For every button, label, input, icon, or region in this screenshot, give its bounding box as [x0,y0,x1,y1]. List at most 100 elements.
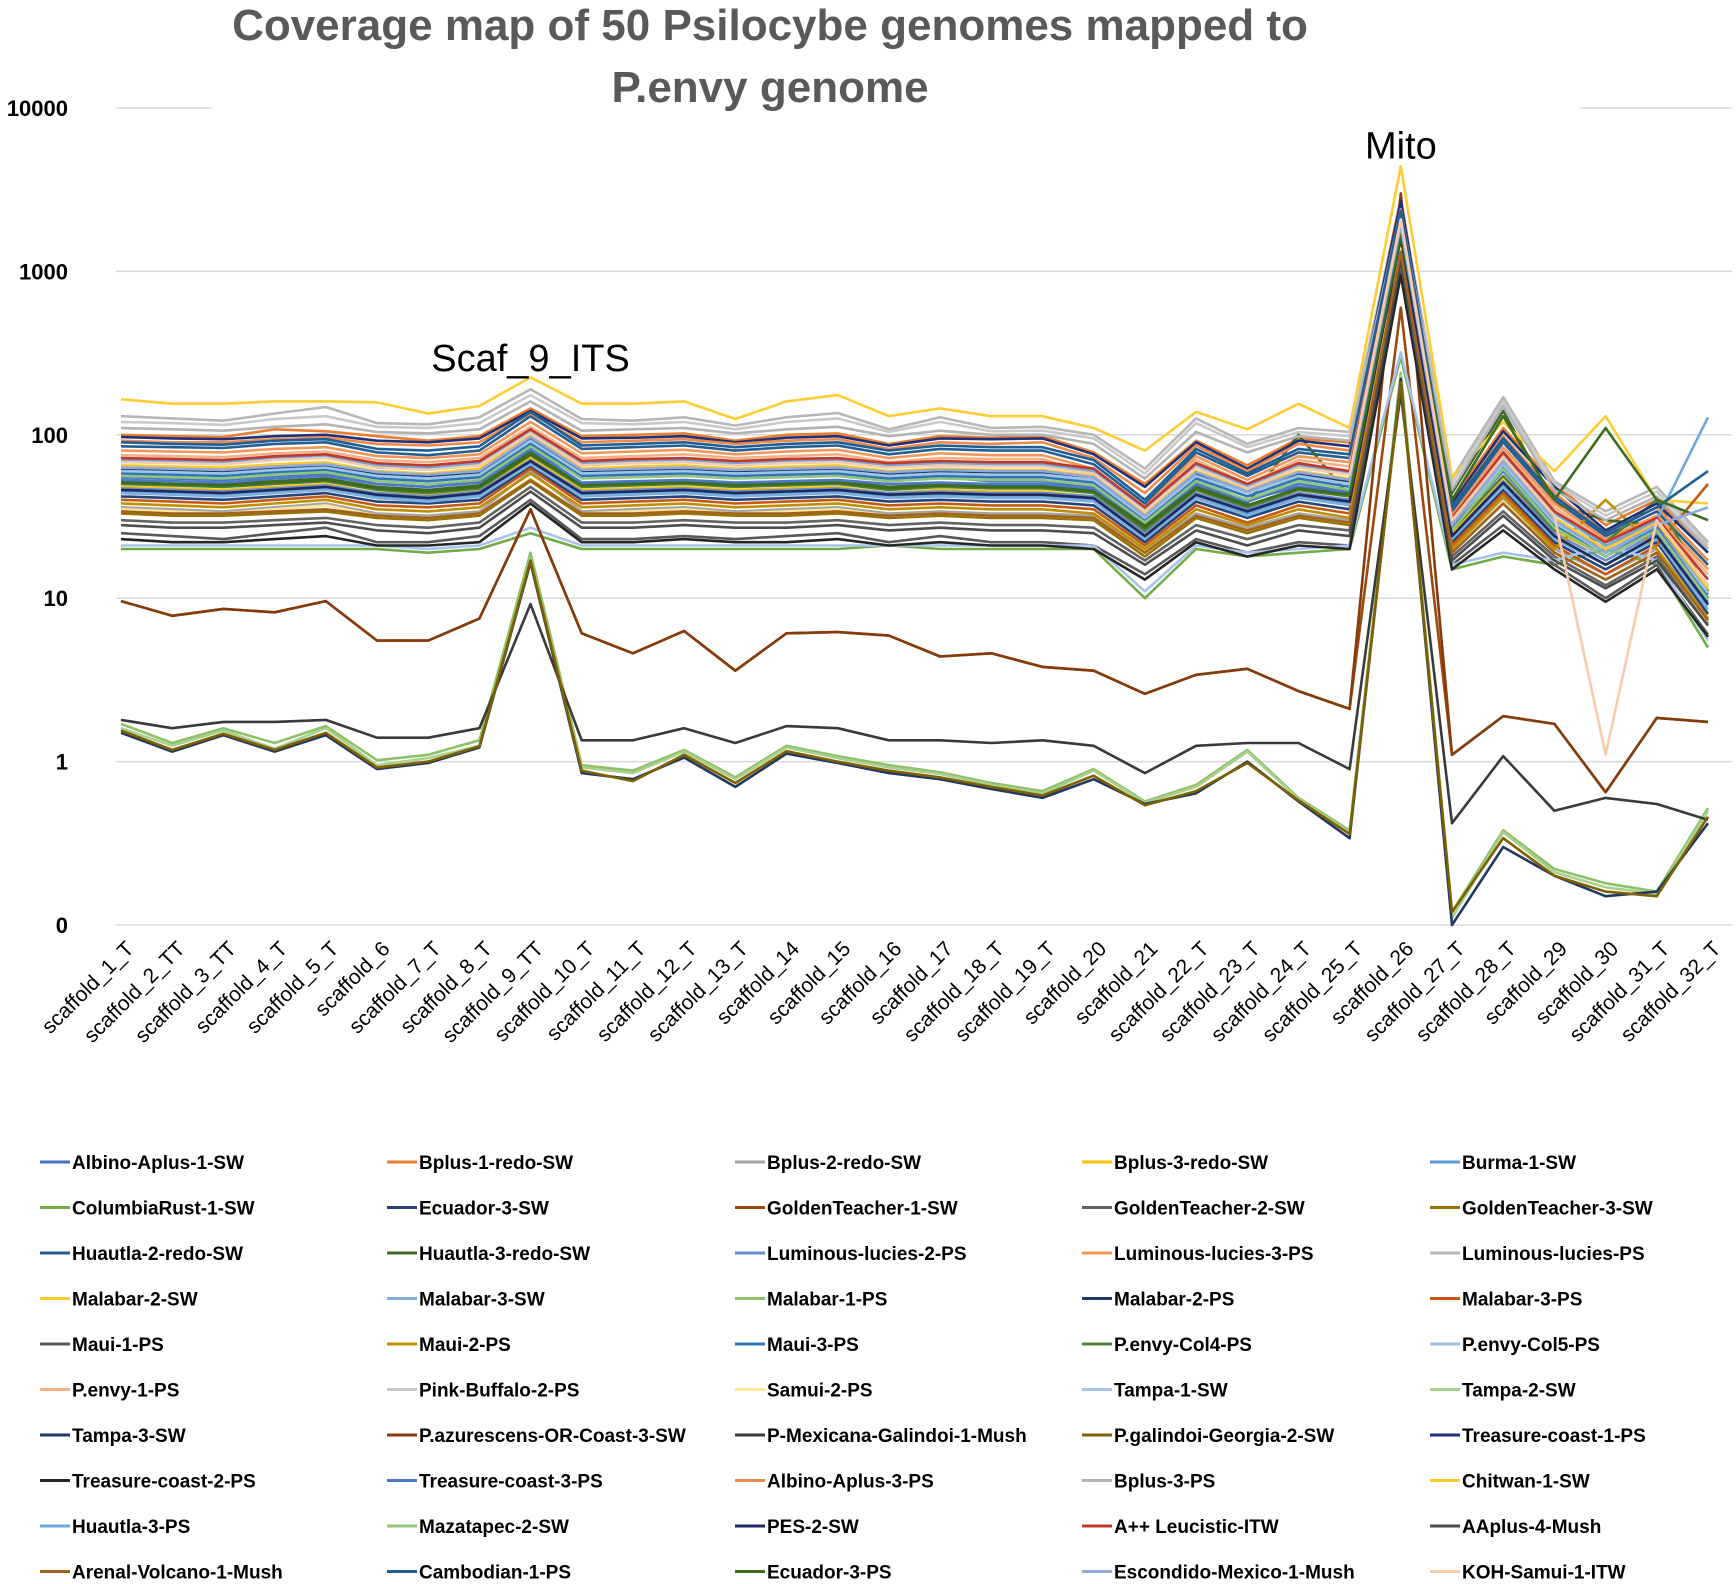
series-lines [120,165,1710,927]
legend-item: Treasure-coast-3-PS [387,1472,603,1493]
y-tick-label: 1000 [19,259,68,284]
legend-item: GoldenTeacher-1-SW [735,1199,958,1220]
y-tick-label: 100 [31,423,68,448]
legend-item: Malabar-3-SW [387,1290,545,1311]
legend-item: AAplus-4-Mush [1430,1517,1601,1538]
legend-item: Bplus-1-redo-SW [387,1153,573,1174]
legend-item: Huautla-3-PS [40,1517,190,1538]
legend-item: Albino-Aplus-3-PS [735,1472,934,1493]
legend-label: Luminous-lucies-3-PS [1114,1244,1314,1265]
legend-item: GoldenTeacher-2-SW [1082,1199,1305,1220]
legend-item: PES-2-SW [735,1517,859,1538]
legend-item: GoldenTeacher-3-SW [1430,1199,1653,1220]
legend-label: Huautla-3-redo-SW [419,1244,590,1265]
legend-label: Treasure-coast-1-PS [1462,1426,1646,1447]
legend-label: Tampa-2-SW [1462,1381,1576,1402]
series-line [120,273,1710,638]
title-backdrop [212,0,1580,115]
legend-label: Treasure-coast-2-PS [72,1472,256,1493]
legend-label: Luminous-lucies-2-PS [767,1244,967,1265]
legend-item: P-Mexicana-Galindoi-1-Mush [735,1426,1027,1447]
legend-label: P.envy-1-PS [72,1381,179,1402]
legend-label: Burma-1-SW [1462,1153,1576,1174]
legend-label: Malabar-2-SW [72,1290,198,1311]
legend-label: Ecuador-3-SW [419,1199,549,1220]
legend-label: P.envy-Col4-PS [1114,1335,1252,1356]
legend-label: Malabar-3-SW [419,1290,545,1311]
legend-label: Malabar-2-PS [1114,1290,1234,1311]
legend-label: Maui-2-PS [419,1335,511,1356]
legend-item: KOH-Samui-1-ITW [1430,1563,1626,1584]
chart-title-line-1: Coverage map of 50 Psilocybe genomes map… [232,1,1308,50]
series-line [120,380,1710,914]
legend-item: Cambodian-1-PS [387,1563,571,1584]
series-line [120,165,1709,505]
legend-item: A++ Leucistic-ITW [1082,1517,1279,1538]
legend-label: Samui-2-PS [767,1381,873,1402]
legend-label: PES-2-SW [767,1517,859,1538]
legend-label: GoldenTeacher-1-SW [767,1199,958,1220]
legend-label: Albino-Aplus-1-SW [72,1153,244,1174]
legend-label: GoldenTeacher-3-SW [1462,1199,1653,1220]
legend-label: Maui-1-PS [72,1335,164,1356]
series-line [120,192,1709,794]
legend-item: P.envy-Col4-PS [1082,1335,1252,1356]
legend-item: Escondido-Mexico-1-Mush [1082,1563,1355,1584]
legend-item: Malabar-1-PS [735,1290,887,1311]
legend-label: AAplus-4-Mush [1462,1517,1601,1538]
series-line [120,218,1710,757]
legend-item: Mazatapec-2-SW [387,1517,569,1538]
legend-item: Maui-2-PS [387,1335,511,1356]
legend-label: P.azurescens-OR-Coast-3-SW [419,1426,686,1447]
y-tick-label: 10000 [7,96,68,121]
legend-label: Chitwan-1-SW [1462,1472,1590,1493]
legend-label: KOH-Samui-1-ITW [1462,1563,1626,1584]
legend-item: Treasure-coast-2-PS [40,1472,256,1493]
legend-item: Tampa-1-SW [1082,1381,1228,1402]
legend-item: Bplus-3-redo-SW [1082,1153,1268,1174]
legend-label: Tampa-1-SW [1114,1381,1228,1402]
series-line [120,250,1710,622]
legend-item: Arenal-Volcano-1-Mush [40,1563,283,1584]
chart-title-line-2: P.envy genome [611,63,928,112]
legend-label: Mazatapec-2-SW [419,1517,569,1538]
y-tick-label: 0 [56,913,68,938]
legend-label: P.envy-Col5-PS [1462,1335,1600,1356]
legend-label: Maui-3-PS [767,1335,859,1356]
y-tick-label: 10 [44,586,68,611]
legend-item: Tampa-2-SW [1430,1381,1576,1402]
legend-item: Malabar-3-PS [1430,1290,1582,1311]
legend-item: Bplus-3-PS [1082,1472,1215,1493]
legend-item: Ecuador-3-SW [387,1199,549,1220]
legend-label: Luminous-lucies-PS [1462,1244,1645,1265]
legend-label: Huautla-3-PS [72,1517,190,1538]
y-tick-label: 1 [56,750,68,775]
series-line [120,391,1709,825]
legend-item: Chitwan-1-SW [1430,1472,1590,1493]
series-line [120,233,1709,530]
series-line [120,211,1709,550]
legend-item: Malabar-2-SW [40,1290,198,1311]
legend-item: P.envy-1-PS [40,1381,179,1402]
legend-item: Luminous-lucies-PS [1430,1244,1645,1265]
legend: Albino-Aplus-1-SW Bplus-1-redo-SW Bplus-2-… [40,1153,1653,1584]
legend-item: P.galindoi-Georgia-2-SW [1082,1426,1334,1447]
legend-label: Ecuador-3-PS [767,1563,892,1584]
legend-label: Bplus-1-redo-SW [419,1153,573,1174]
legend-item: Bplus-2-redo-SW [735,1153,921,1174]
legend-item: Luminous-lucies-2-PS [735,1244,967,1265]
legend-label: A++ Leucistic-ITW [1114,1517,1279,1538]
legend-item: P.envy-Col5-PS [1430,1335,1600,1356]
legend-label: Cambodian-1-PS [419,1563,571,1584]
legend-label: Bplus-3-redo-SW [1114,1153,1268,1174]
legend-label: Escondido-Mexico-1-Mush [1114,1563,1355,1584]
legend-label: P.galindoi-Georgia-2-SW [1114,1426,1334,1447]
legend-label: P-Mexicana-Galindoi-1-Mush [767,1426,1027,1447]
legend-label: Malabar-3-PS [1462,1290,1582,1311]
legend-item: Luminous-lucies-3-PS [1082,1244,1314,1265]
legend-item: Huautla-2-redo-SW [40,1244,243,1265]
legend-item: Maui-3-PS [735,1335,859,1356]
